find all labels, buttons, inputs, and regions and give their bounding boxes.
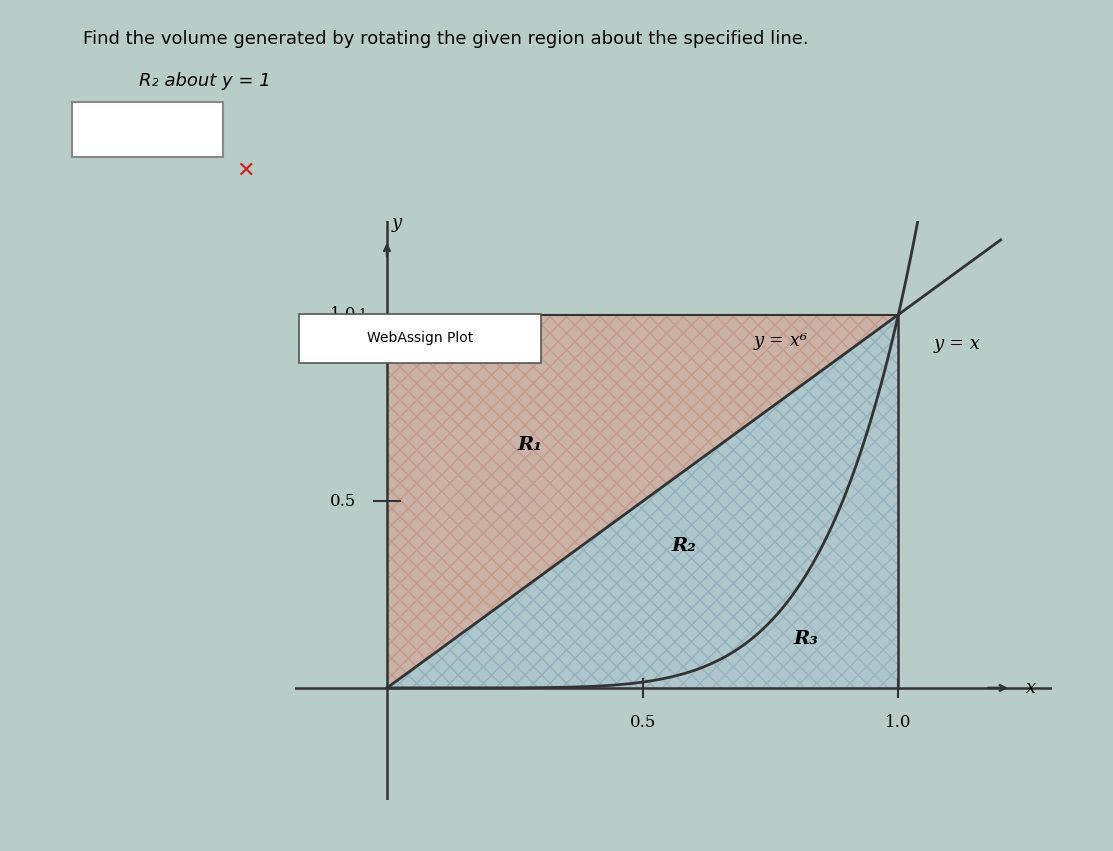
Text: x: x (1026, 679, 1036, 697)
Text: y = x: y = x (934, 335, 981, 353)
Text: R₂: R₂ (671, 537, 696, 555)
Text: 1.0: 1.0 (329, 306, 356, 323)
Text: Find the volume generated by rotating the given region about the specified line.: Find the volume generated by rotating th… (83, 30, 809, 48)
Text: ✕: ✕ (236, 160, 255, 180)
Text: 0.5: 0.5 (630, 714, 656, 731)
Text: y = x⁶: y = x⁶ (754, 332, 808, 350)
Text: 1.0: 1.0 (885, 714, 912, 731)
FancyBboxPatch shape (72, 102, 223, 157)
Text: R₃: R₃ (794, 631, 819, 648)
Text: y: y (392, 214, 402, 232)
Text: R₁: R₁ (518, 437, 542, 454)
Text: R₂ about y = 1: R₂ about y = 1 (139, 72, 270, 90)
Text: WebAssign Plot: WebAssign Plot (366, 331, 473, 346)
Text: 0: 0 (86, 120, 98, 140)
Text: 1: 1 (358, 308, 366, 321)
FancyBboxPatch shape (298, 314, 541, 363)
Text: 0.5: 0.5 (329, 493, 356, 510)
